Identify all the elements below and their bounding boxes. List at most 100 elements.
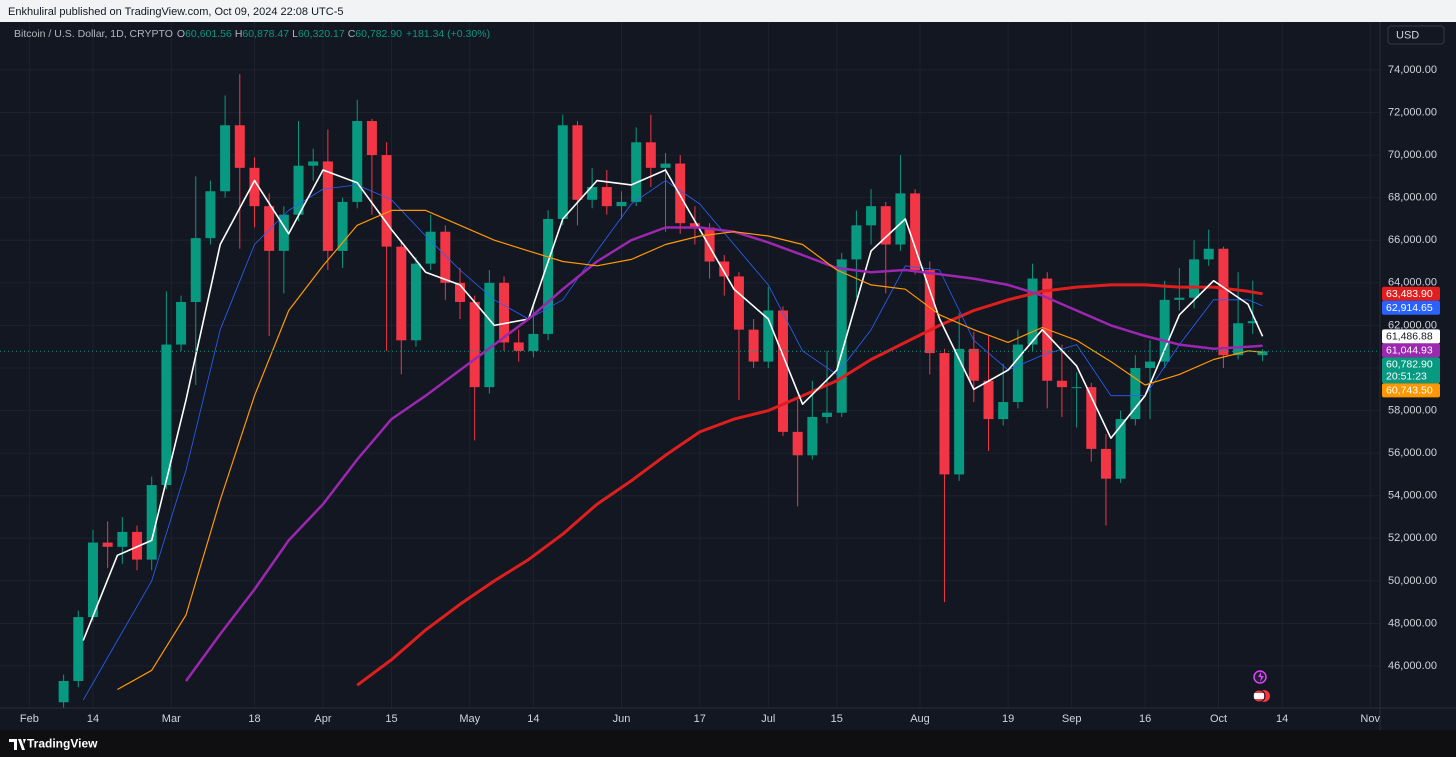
- x-tick-label: 18: [248, 713, 260, 725]
- readout-label: O: [177, 28, 185, 40]
- candle-body: [719, 261, 730, 277]
- candle-body: [410, 263, 421, 341]
- candle-body: [455, 282, 465, 302]
- price-label-box: [1382, 286, 1440, 301]
- candle-body: [851, 225, 862, 260]
- candle-body: [704, 227, 715, 262]
- x-tick-label: 15: [385, 713, 397, 725]
- readout-label: H: [235, 28, 243, 40]
- x-tick-label: Aug: [910, 713, 930, 725]
- readout-value: 60,320.17: [298, 28, 345, 40]
- candle-body: [381, 155, 392, 247]
- candle-body: [792, 431, 803, 456]
- candle-body: [396, 246, 407, 341]
- countdown: 20:51:23: [1386, 371, 1427, 383]
- candle-body: [1218, 248, 1229, 356]
- candle-body: [1233, 323, 1244, 356]
- footer-bar: [0, 730, 1456, 757]
- x-tick-label: Mar: [162, 713, 181, 725]
- candle-body: [660, 163, 671, 168]
- candle-body: [73, 617, 84, 681]
- x-tick-label: Nov: [1360, 713, 1380, 725]
- candle-body: [1174, 297, 1185, 300]
- x-tick-label: 14: [1276, 713, 1288, 725]
- x-tick-label: 14: [87, 713, 99, 725]
- candle-body: [645, 142, 656, 168]
- readout-value: 60,878.47: [242, 28, 289, 40]
- y-tick-label: 72,000.00: [1388, 106, 1437, 118]
- candle-body: [954, 348, 965, 475]
- candle-body: [293, 165, 304, 215]
- candle-body: [763, 310, 774, 362]
- candle-body: [689, 223, 700, 228]
- x-tick-label: Jul: [761, 713, 775, 725]
- candle-body: [616, 201, 627, 207]
- price-label: 60,743.50: [1386, 385, 1433, 397]
- candle-body: [264, 206, 275, 251]
- candle-body: [1159, 299, 1170, 362]
- candle-body: [733, 276, 744, 330]
- candle-body: [557, 125, 568, 219]
- candle-body: [1027, 278, 1038, 345]
- candle-body: [469, 301, 480, 388]
- price-label-box: [1382, 343, 1440, 358]
- candle-body: [777, 310, 788, 432]
- candle-body: [146, 485, 157, 560]
- currency-box[interactable]: [1387, 25, 1445, 45]
- moving-average: [117, 209, 1263, 691]
- y-tick-label: 46,000.00: [1388, 660, 1437, 672]
- y-tick-label: 66,000.00: [1388, 234, 1437, 246]
- candle-body: [190, 238, 201, 302]
- y-tick-label: 70,000.00: [1388, 149, 1437, 161]
- candle-body: [866, 206, 877, 226]
- y-tick-label: 48,000.00: [1388, 617, 1437, 629]
- candle-body: [910, 193, 921, 271]
- readout-value: 60,782.90: [355, 28, 402, 40]
- candle-body: [205, 191, 216, 239]
- candle-body: [880, 206, 891, 245]
- price-label: 61,486.88: [1386, 331, 1433, 343]
- x-tick-label: 17: [694, 713, 706, 725]
- candle-body: [337, 201, 348, 251]
- candle-body: [234, 125, 245, 168]
- candle-body: [1071, 387, 1082, 389]
- y-tick-label: 52,000.00: [1388, 532, 1437, 544]
- candle-body: [1086, 387, 1097, 449]
- candle-body: [998, 402, 1009, 420]
- x-tick-label: Jun: [613, 713, 631, 725]
- candle-body: [924, 270, 935, 354]
- y-tick-label: 68,000.00: [1388, 192, 1437, 204]
- y-tick-label: 58,000.00: [1388, 404, 1437, 416]
- candle-body: [601, 187, 612, 207]
- candle-body: [543, 218, 554, 334]
- candle-body: [132, 531, 143, 560]
- candle-body: [484, 282, 495, 388]
- candle-body: [58, 680, 69, 703]
- currency[interactable]: USD: [1396, 29, 1419, 41]
- candle-body: [249, 167, 260, 207]
- candle-body: [513, 342, 524, 351]
- candle-body: [1056, 380, 1067, 388]
- readout-value: 60,601.56: [185, 28, 232, 40]
- x-tick-label: Sep: [1062, 713, 1082, 725]
- candle-body: [631, 142, 642, 202]
- y-tick-label: 54,000.00: [1388, 490, 1437, 502]
- x-tick-label: 16: [1139, 713, 1151, 725]
- x-tick-label: 14: [527, 713, 539, 725]
- candle-body: [968, 348, 979, 381]
- symbol-line: Bitcoin / U.S. Dollar, 1D, CRYPTO O60,601…: [14, 28, 490, 40]
- event-icons[interactable]: [1252, 670, 1270, 703]
- candle-body: [352, 121, 363, 202]
- candle-body: [1189, 259, 1200, 298]
- price-label-box: [1382, 329, 1440, 344]
- price-label-box: [1382, 383, 1440, 398]
- candle-body: [1012, 344, 1023, 403]
- y-tick-label: 74,000.00: [1388, 64, 1437, 76]
- x-tick-label: Oct: [1210, 713, 1227, 725]
- x-tick-label: 19: [1002, 713, 1014, 725]
- price-label-box: [1382, 357, 1440, 384]
- candle-body: [1115, 419, 1126, 479]
- publisher: Enkhuliral published on TradingView.com,…: [8, 6, 344, 18]
